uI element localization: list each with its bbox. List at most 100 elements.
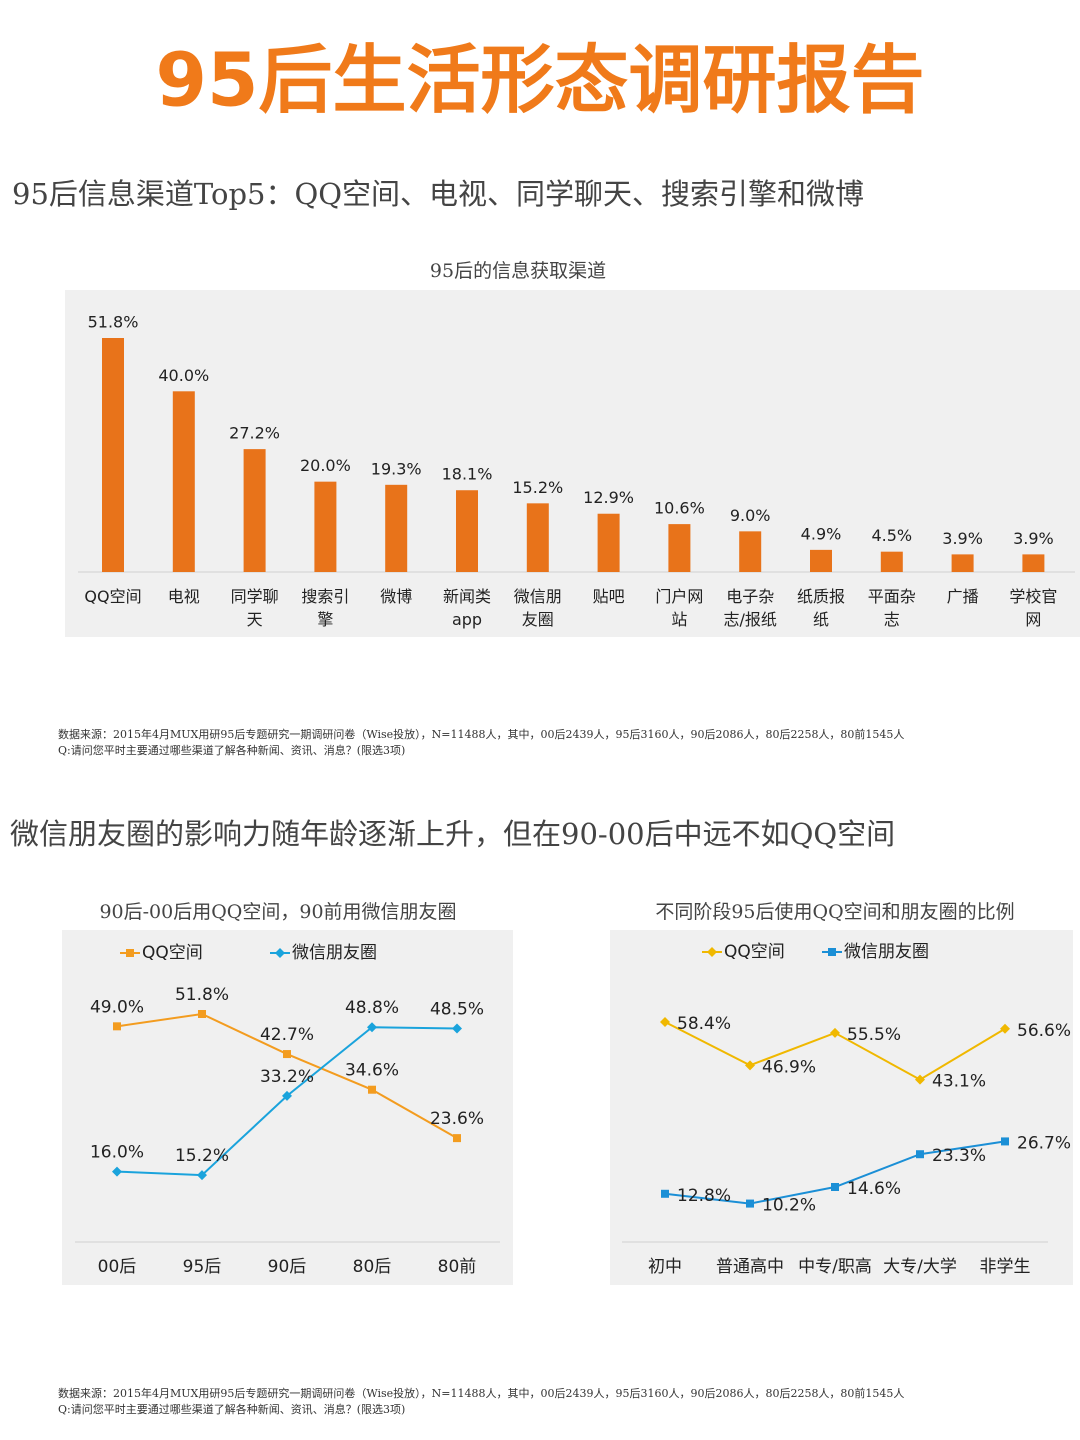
- label-line: 贴吧: [593, 587, 625, 606]
- marker: [831, 1183, 839, 1191]
- section-heading: 95后信息渠道Top5：QQ空间、电视、同学聊天、搜索引擎和微博: [12, 177, 864, 211]
- value-label: 46.9%: [762, 1057, 816, 1077]
- label-line: QQ空间: [84, 587, 141, 606]
- marker: [828, 948, 836, 956]
- value-label: 48.5%: [430, 1000, 484, 1020]
- value-label: 18.1%: [442, 465, 493, 484]
- x-tick-label: 90后: [268, 1257, 307, 1277]
- value-label: 51.8%: [88, 313, 139, 332]
- label-line: 网: [1025, 610, 1041, 629]
- x-tick-label: 新闻类 app: [443, 587, 491, 629]
- chart-title: 不同阶段95后使用QQ空间和朋友圈的比例: [655, 901, 1014, 923]
- marker: [916, 1150, 924, 1159]
- marker: [453, 1134, 461, 1143]
- page-title: 95后生活形态调研报告: [156, 38, 925, 124]
- source-note: Q:请问您平时主要通过哪些渠道了解各种新闻、资讯、消息？(限选3项): [58, 1402, 405, 1416]
- chart-title: 95后的信息获取渠道: [430, 260, 606, 282]
- marker: [275, 948, 285, 958]
- label-line: 微信朋: [514, 587, 562, 606]
- x-tick-label: 电视: [168, 587, 200, 606]
- x-tick-label: 微博: [380, 587, 412, 606]
- value-label: 10.6%: [654, 499, 705, 518]
- value-label: 19.3%: [371, 459, 422, 478]
- bar: [668, 524, 691, 572]
- marker: [368, 1085, 376, 1094]
- marker: [707, 947, 717, 957]
- value-label: 23.6%: [430, 1109, 484, 1129]
- label-line: 天: [247, 610, 263, 629]
- legend-label: 微信朋友圈: [844, 942, 929, 962]
- value-label: 27.2%: [229, 424, 280, 443]
- section-heading: 微信朋友圈的影响力随年龄逐渐上升，但在90-00后中远不如QQ空间: [10, 817, 895, 851]
- label-line: 擎: [317, 610, 333, 629]
- value-label: 15.2%: [512, 478, 563, 497]
- bar: [739, 531, 762, 572]
- value-label: 40.0%: [158, 366, 209, 385]
- legend-label: 微信朋友圈: [292, 943, 377, 963]
- bar: [951, 554, 974, 572]
- source-note: 数据来源：2015年4月MUX用研95后专题研究一期调研问卷（Wise投放），N…: [58, 727, 904, 741]
- value-label: 58.4%: [677, 1014, 731, 1034]
- marker: [746, 1199, 754, 1208]
- bar: [243, 449, 266, 572]
- marker: [452, 1023, 462, 1034]
- x-tick-label: 95后: [183, 1257, 222, 1277]
- bar: [810, 549, 832, 572]
- value-label: 55.5%: [847, 1025, 901, 1045]
- plot-background: [610, 930, 1073, 1285]
- value-label: 9.0%: [730, 506, 771, 525]
- marker: [661, 1189, 669, 1198]
- value-label: 12.8%: [677, 1186, 731, 1206]
- label-line: 纸: [813, 610, 829, 629]
- label-line: 广播: [947, 587, 979, 606]
- value-label: 33.2%: [260, 1067, 314, 1087]
- value-label: 14.6%: [847, 1179, 901, 1199]
- value-label: 20.0%: [300, 456, 351, 475]
- x-tick-label: 平面杂志: [868, 587, 916, 629]
- label-line: 站: [671, 610, 687, 629]
- marker: [367, 1022, 377, 1033]
- value-label: 56.6%: [1017, 1021, 1071, 1041]
- bar: [526, 503, 549, 572]
- value-label: 23.3%: [932, 1146, 986, 1166]
- value-label: 48.8%: [345, 998, 399, 1018]
- x-tick-label: 初中: [648, 1257, 682, 1277]
- bar: [314, 481, 337, 572]
- x-tick-label: 00后: [98, 1257, 137, 1277]
- x-tick-label: 中专/职高: [798, 1257, 872, 1277]
- x-tick-label: QQ空间: [84, 587, 141, 606]
- value-label: 12.9%: [583, 488, 634, 507]
- x-tick-label: 广播: [947, 587, 979, 606]
- marker: [197, 1170, 207, 1181]
- x-tick-label: 门户网站: [655, 587, 703, 629]
- bar: [385, 484, 408, 572]
- x-tick-label: 80前: [438, 1257, 477, 1277]
- label-line: 搜索引: [301, 587, 349, 606]
- label-line: 新闻类: [443, 587, 491, 606]
- label-line: 门户网: [655, 587, 703, 606]
- x-tick-label: 贴吧: [593, 587, 625, 606]
- label-line: 电子杂: [726, 587, 774, 606]
- chart-title: 90后-00后用QQ空间，90前用微信朋友圈: [99, 901, 456, 923]
- label-line: app: [452, 610, 482, 629]
- x-tick-label: 电子杂志/报纸: [723, 587, 776, 629]
- bar: [172, 391, 195, 572]
- label-line: 微博: [380, 587, 412, 606]
- marker: [830, 1027, 840, 1038]
- value-label: 3.9%: [942, 529, 983, 548]
- x-tick-label: 纸质报纸: [797, 587, 845, 629]
- plot-background: [65, 290, 1080, 637]
- x-tick-label: 学校官网: [1009, 587, 1057, 629]
- marker: [1000, 1023, 1010, 1034]
- x-tick-label: 大专/大学: [883, 1257, 957, 1277]
- marker: [113, 1022, 121, 1031]
- marker: [915, 1074, 925, 1085]
- bar: [1022, 554, 1045, 572]
- value-label: 10.2%: [762, 1196, 816, 1216]
- value-label: 4.9%: [801, 524, 842, 543]
- plot-background: [62, 930, 513, 1285]
- label-line: 电视: [168, 587, 200, 606]
- x-tick-label: 普通高中: [716, 1257, 784, 1277]
- source-note: Q:请问您平时主要通过哪些渠道了解各种新闻、资讯、消息？(限选3项): [58, 743, 405, 757]
